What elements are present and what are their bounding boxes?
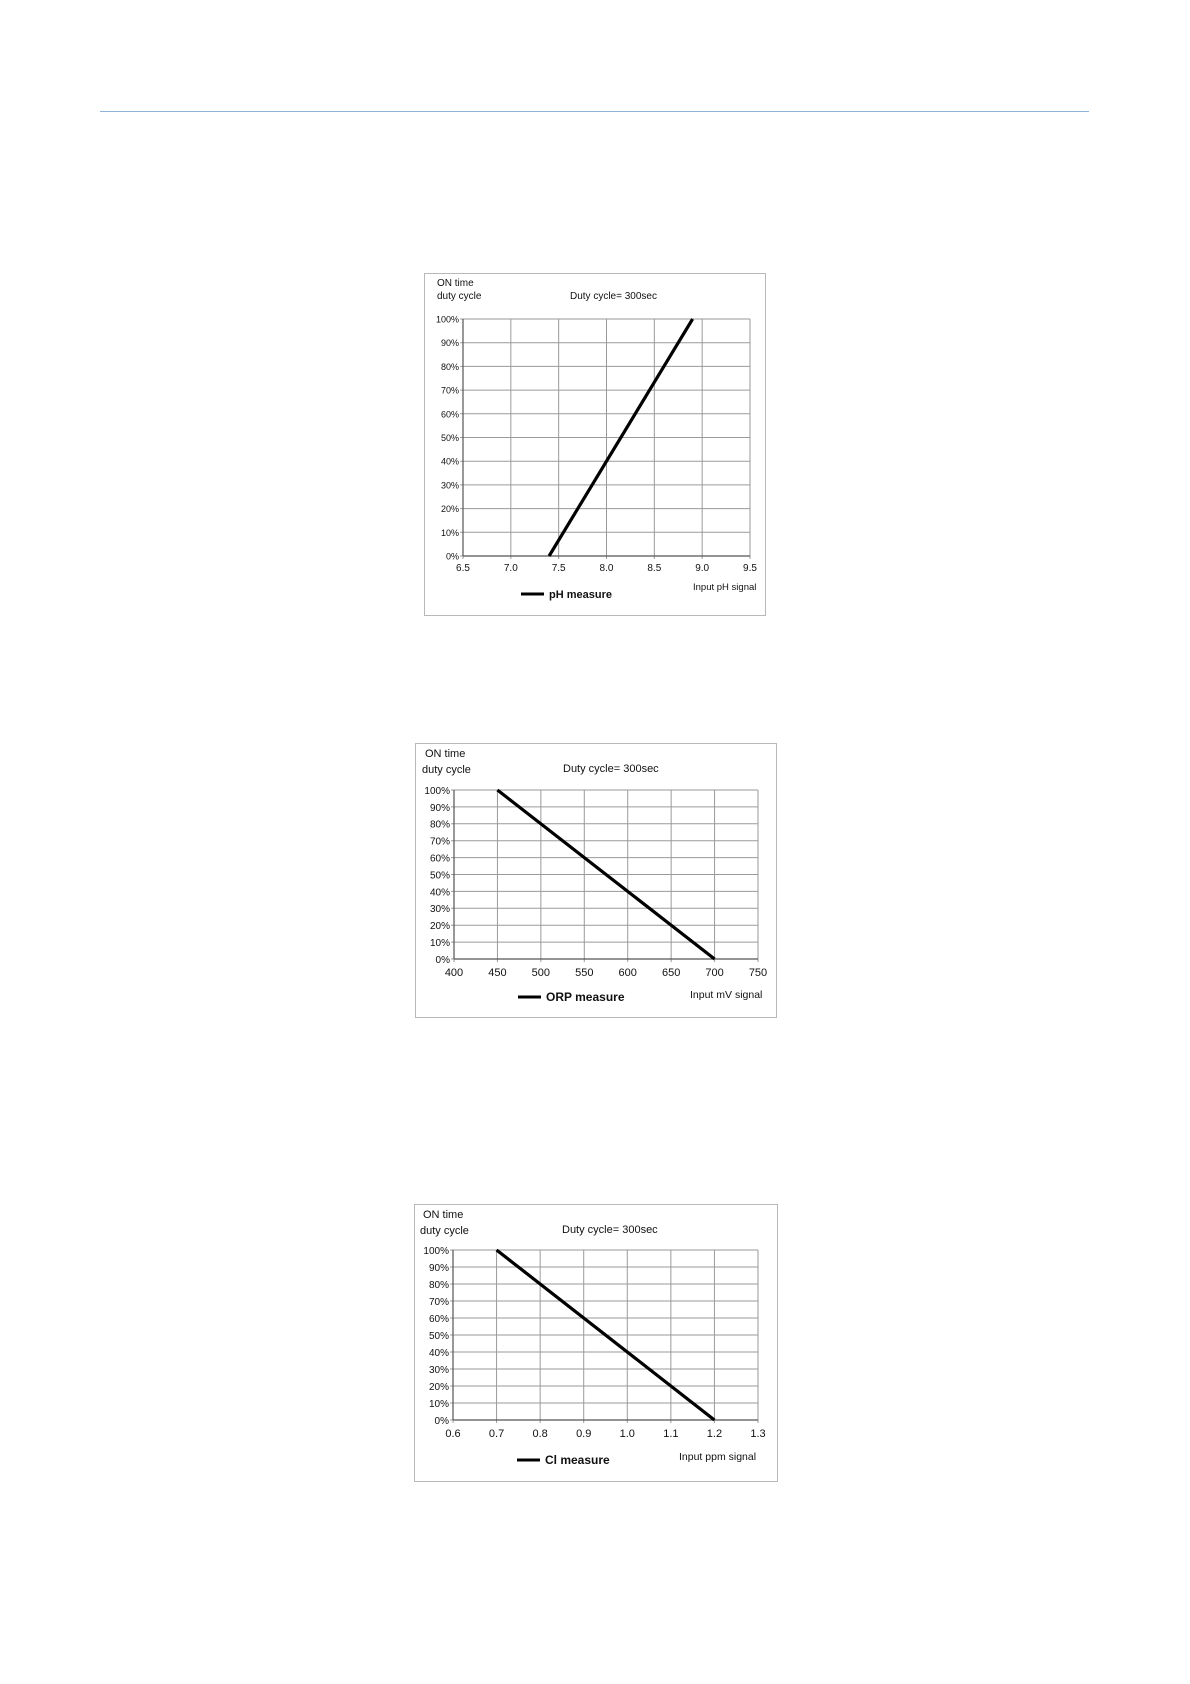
y-tick-label: 20% xyxy=(430,921,450,932)
y-tick-label: 50% xyxy=(430,870,450,881)
x-tick-label: 400 xyxy=(445,967,463,979)
x-axis-label: Input ppm signal xyxy=(679,1451,756,1463)
y-tick-label: 0% xyxy=(435,1416,450,1427)
y-tick-label: 10% xyxy=(430,938,450,949)
orp-chart-svg: 0% 10% 20% 30% 40% 50% 60% 70% 80% 90% 100% 400 450 5… xyxy=(422,748,767,1004)
x-tick-label: 9.5 xyxy=(743,563,757,574)
y-tick-label: 0% xyxy=(436,955,451,966)
x-tick-label: 1.2 xyxy=(707,1428,722,1440)
x-tick-label: 9.0 xyxy=(695,563,709,574)
y-tick-label: 60% xyxy=(430,853,450,864)
ph-chart-svg: 0% 10% 20% 30% 40% 50% 60% 70% 80% 90% 100% 6.5 7.0 7… xyxy=(436,278,757,601)
x-tick-label: 450 xyxy=(488,967,506,979)
y-axis-label-line2: duty cycle xyxy=(437,291,482,302)
x-tick-label: 8.5 xyxy=(647,563,661,574)
y-tick-label: 40% xyxy=(441,457,459,467)
y-tick-label: 50% xyxy=(441,433,459,443)
y-tick-label: 20% xyxy=(429,1382,449,1393)
x-tick-label: 650 xyxy=(662,967,680,979)
x-tick-label: 0.6 xyxy=(445,1428,460,1440)
x-tick-label: 7.0 xyxy=(504,563,518,574)
y-tick-label: 90% xyxy=(429,1263,449,1274)
series-line xyxy=(496,788,716,961)
y-tick-label: 40% xyxy=(429,1348,449,1359)
y-axis-label-line1: ON time xyxy=(437,278,474,289)
orp-duty-cycle-chart: 0% 10% 20% 30% 40% 50% 60% 70% 80% 90% 100% 400 450 5… xyxy=(415,743,777,1018)
y-axis-label-line2: duty cycle xyxy=(420,1225,469,1237)
x-tick-label: 750 xyxy=(749,967,767,979)
y-tick-label: 80% xyxy=(441,362,459,372)
series-line xyxy=(547,318,694,557)
y-tick-label: 100% xyxy=(436,315,459,325)
x-tick-label: 550 xyxy=(575,967,593,979)
legend-label: ORP measure xyxy=(546,990,625,1004)
x-tick-label: 0.9 xyxy=(576,1428,591,1440)
y-tick-label: 60% xyxy=(441,409,459,419)
y-tick-label: 30% xyxy=(429,1365,449,1376)
x-tick-label: 500 xyxy=(532,967,550,979)
y-tick-label: 90% xyxy=(441,338,459,348)
ph-duty-cycle-chart: 0% 10% 20% 30% 40% 50% 60% 70% 80% 90% 100% 6.5 7.0 7… xyxy=(424,273,766,616)
chart-title: Duty cycle= 300sec xyxy=(562,1224,658,1236)
y-tick-label: 70% xyxy=(429,1297,449,1308)
y-tick-label: 100% xyxy=(424,786,450,797)
cl-duty-cycle-chart: 0% 10% 20% 30% 40% 50% 60% 70% 80% 90% 100% 0.6 0.7 0… xyxy=(414,1204,778,1482)
header-rule xyxy=(100,111,1089,112)
y-axis-label-line1: ON time xyxy=(425,748,465,760)
y-tick-label: 10% xyxy=(441,528,459,538)
x-tick-label: 700 xyxy=(705,967,723,979)
y-tick-label: 10% xyxy=(429,1399,449,1410)
x-tick-label: 1.3 xyxy=(750,1428,765,1440)
x-tick-label: 7.5 xyxy=(552,563,566,574)
y-tick-label: 30% xyxy=(430,904,450,915)
y-tick-label: 100% xyxy=(423,1246,449,1257)
x-axis-label: Input mV signal xyxy=(690,989,762,1001)
y-tick-label: 80% xyxy=(429,1280,449,1291)
cl-chart-svg: 0% 10% 20% 30% 40% 50% 60% 70% 80% 90% 100% 0.6 0.7 0… xyxy=(420,1209,766,1467)
x-tick-label: 1.0 xyxy=(620,1428,635,1440)
x-tick-label: 0.8 xyxy=(532,1428,547,1440)
y-axis-label-line2: duty cycle xyxy=(422,764,471,776)
x-axis-label: Input pH signal xyxy=(693,582,756,593)
y-tick-label: 20% xyxy=(441,504,459,514)
y-tick-label: 60% xyxy=(429,1314,449,1325)
x-tick-label: 6.5 xyxy=(456,563,470,574)
x-tick-label: 1.1 xyxy=(663,1428,678,1440)
x-tick-label: 600 xyxy=(619,967,637,979)
y-tick-label: 30% xyxy=(441,480,459,490)
y-tick-label: 50% xyxy=(429,1331,449,1342)
x-tick-label: 8.0 xyxy=(600,563,614,574)
y-tick-label: 80% xyxy=(430,820,450,831)
y-tick-label: 70% xyxy=(441,386,459,396)
legend-label: pH measure xyxy=(549,589,612,601)
series-line xyxy=(495,1248,716,1422)
chart-title: Duty cycle= 300sec xyxy=(570,291,657,302)
y-tick-label: 40% xyxy=(430,887,450,898)
chart-title: Duty cycle= 300sec xyxy=(563,763,659,775)
legend-label: Cl measure xyxy=(545,1453,610,1467)
x-tick-label: 0.7 xyxy=(489,1428,504,1440)
y-axis-label-line1: ON time xyxy=(423,1209,463,1221)
y-tick-label: 0% xyxy=(446,552,459,562)
y-tick-label: 70% xyxy=(430,837,450,848)
y-tick-label: 90% xyxy=(430,803,450,814)
